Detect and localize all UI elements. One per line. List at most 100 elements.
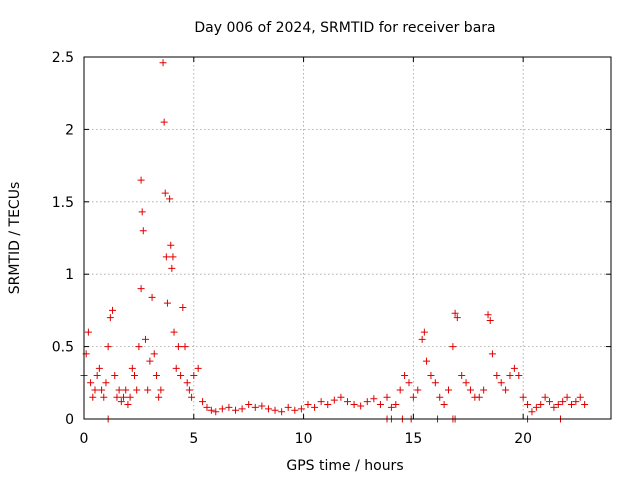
data-point bbox=[161, 189, 169, 197]
data-point bbox=[436, 393, 444, 401]
plot-frame bbox=[83, 56, 612, 420]
data-point bbox=[405, 379, 413, 387]
data-point bbox=[449, 343, 457, 351]
x-tick-label: 5 bbox=[189, 431, 198, 447]
y-tick-label: 1.5 bbox=[52, 195, 74, 211]
data-point bbox=[157, 386, 165, 394]
data-point bbox=[98, 386, 106, 394]
data-point bbox=[122, 386, 130, 394]
x-tick-label: 15 bbox=[404, 431, 422, 447]
data-point bbox=[337, 393, 345, 401]
data-point bbox=[537, 401, 545, 409]
data-point bbox=[84, 328, 92, 336]
data-point bbox=[317, 398, 325, 406]
data-point bbox=[155, 393, 163, 401]
data-point bbox=[409, 393, 417, 401]
data-point bbox=[185, 386, 193, 394]
data-point bbox=[510, 364, 518, 372]
data-point bbox=[453, 314, 461, 322]
data-point bbox=[363, 398, 371, 406]
data-point bbox=[207, 406, 215, 414]
data-point bbox=[480, 386, 488, 394]
data-point bbox=[528, 408, 536, 416]
data-point bbox=[141, 335, 149, 343]
data-point bbox=[567, 401, 575, 409]
data-point bbox=[124, 401, 132, 409]
data-point bbox=[181, 343, 189, 351]
data-point bbox=[169, 253, 177, 261]
data-point bbox=[174, 343, 182, 351]
data-point bbox=[271, 406, 279, 414]
data-point bbox=[160, 118, 168, 126]
data-point bbox=[95, 364, 103, 372]
data-point bbox=[194, 364, 202, 372]
data-point bbox=[258, 402, 266, 410]
data-point bbox=[163, 299, 171, 307]
data-point bbox=[440, 401, 448, 409]
data-point bbox=[278, 408, 286, 416]
data-point bbox=[550, 403, 558, 411]
data-point bbox=[311, 403, 319, 411]
data-point bbox=[232, 406, 240, 414]
data-point bbox=[111, 372, 119, 380]
data-point bbox=[376, 401, 384, 409]
data-point bbox=[245, 401, 253, 409]
data-point bbox=[89, 393, 97, 401]
data-point bbox=[109, 306, 117, 314]
data-point bbox=[330, 396, 338, 404]
data-point bbox=[179, 304, 187, 312]
data-point bbox=[414, 386, 422, 394]
data-point bbox=[183, 379, 191, 387]
data-point bbox=[117, 398, 125, 406]
data-point bbox=[93, 372, 101, 380]
data-point bbox=[383, 393, 391, 401]
data-point bbox=[131, 372, 139, 380]
data-point bbox=[225, 403, 233, 411]
data-point bbox=[572, 398, 580, 406]
data-point bbox=[190, 372, 198, 380]
data-point bbox=[128, 364, 136, 372]
data-point bbox=[546, 398, 554, 406]
data-point bbox=[120, 393, 128, 401]
data-point bbox=[148, 293, 156, 301]
data-point bbox=[139, 227, 147, 235]
data-point bbox=[515, 372, 523, 380]
data-point bbox=[146, 357, 154, 365]
data-point bbox=[506, 372, 514, 380]
data-point bbox=[138, 208, 146, 216]
grid bbox=[84, 57, 611, 419]
y-tick-label: 0 bbox=[65, 412, 74, 428]
data-point bbox=[466, 386, 474, 394]
chart-title: Day 006 of 2024, SRMTID for receiver bar… bbox=[194, 20, 495, 36]
data-point bbox=[177, 372, 185, 380]
data-point bbox=[137, 285, 145, 293]
x-tick-label: 0 bbox=[80, 431, 89, 447]
data-point bbox=[563, 393, 571, 401]
data-point bbox=[324, 401, 332, 409]
data-point bbox=[170, 328, 178, 336]
data-point bbox=[104, 343, 112, 351]
data-point bbox=[392, 401, 400, 409]
data-point bbox=[238, 405, 246, 413]
data-point bbox=[144, 386, 152, 394]
data-point bbox=[350, 401, 358, 409]
data-point bbox=[458, 372, 466, 380]
data-point bbox=[188, 393, 196, 401]
data-point bbox=[133, 386, 141, 394]
data-point bbox=[264, 405, 272, 413]
data-point bbox=[396, 386, 404, 394]
data-point bbox=[203, 403, 211, 411]
x-tick-label: 20 bbox=[514, 431, 532, 447]
data-point bbox=[297, 405, 305, 413]
data-point bbox=[488, 350, 496, 358]
data-point bbox=[559, 398, 567, 406]
data-point bbox=[423, 357, 431, 365]
data-point bbox=[484, 311, 492, 319]
data-point bbox=[113, 393, 121, 401]
data-point bbox=[159, 59, 167, 67]
data-point bbox=[91, 386, 99, 394]
y-tick-label: 2.5 bbox=[52, 50, 74, 66]
data-point bbox=[497, 379, 505, 387]
data-point bbox=[370, 395, 378, 403]
